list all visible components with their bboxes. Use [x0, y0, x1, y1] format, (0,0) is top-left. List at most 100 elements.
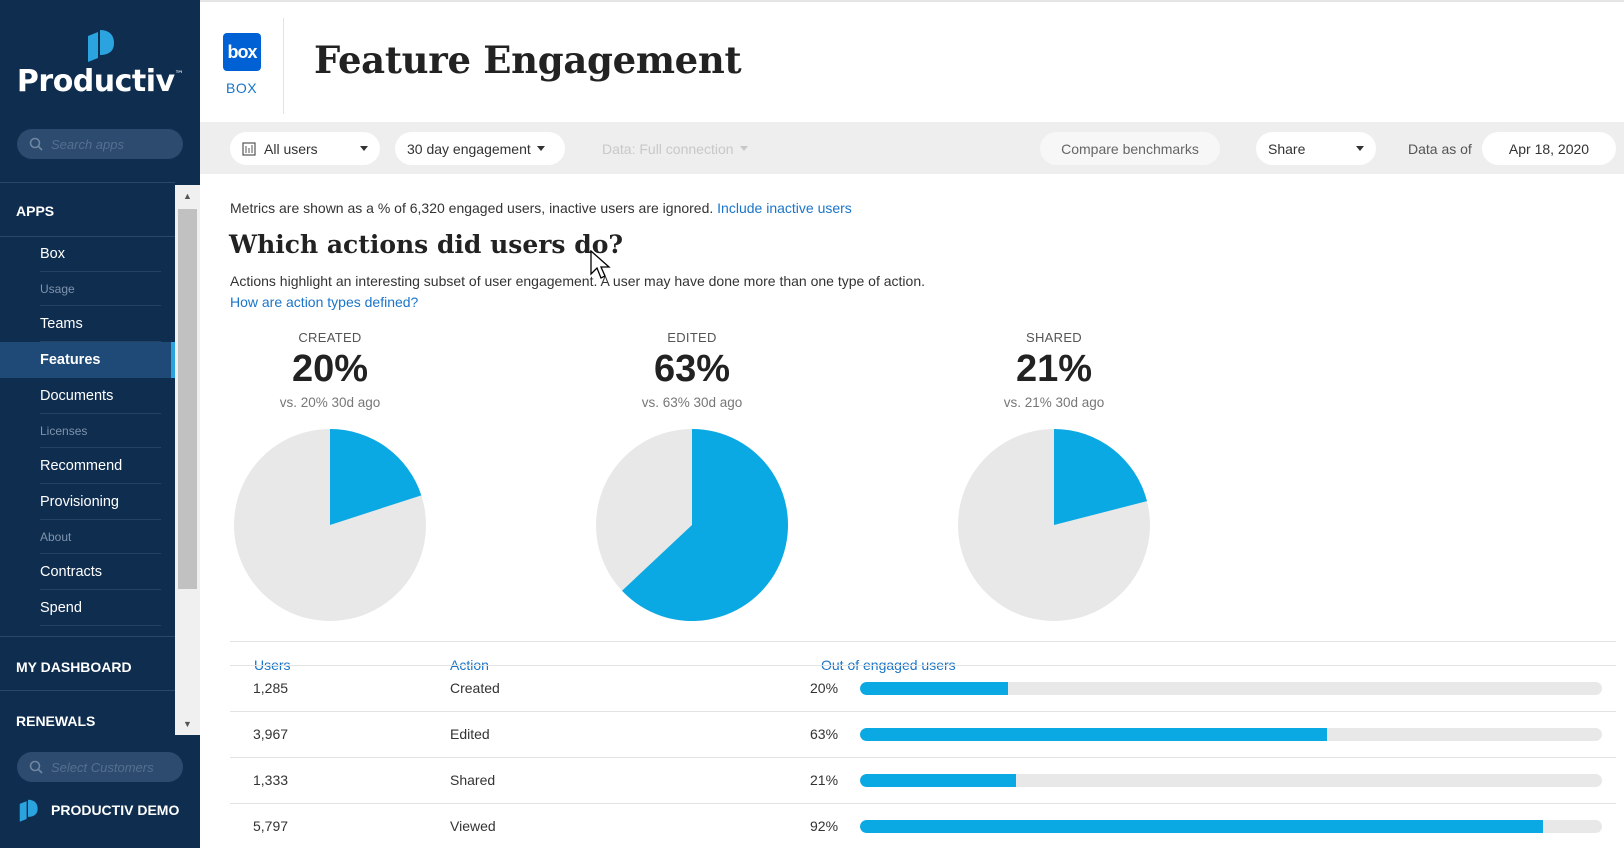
table-row: 1,333 Shared 21% — [230, 757, 1616, 803]
action-name: Created — [450, 680, 500, 696]
shared-stat: SHARED 21% vs. 21% 30d ago — [954, 330, 1154, 410]
sidebar-item-label: Spend — [40, 600, 82, 616]
nav-divider — [40, 483, 161, 484]
productiv-mark-icon — [19, 799, 38, 822]
sidebar-item-label: Licenses — [40, 424, 88, 438]
sidebar-item-label: About — [40, 530, 72, 544]
sidebar-item-features[interactable]: Features — [0, 342, 175, 378]
nav-divider — [40, 413, 161, 414]
scroll-up-arrow-icon[interactable]: ▲ — [183, 191, 192, 201]
edited-pie-chart — [596, 429, 788, 621]
stat-percent: 21% — [1015, 348, 1093, 390]
nav-divider — [40, 589, 161, 590]
engaged-progress-bar — [860, 728, 1602, 741]
users-count: 3,967 — [253, 726, 289, 742]
pie-slice — [1054, 429, 1147, 525]
box-app-icon: box — [223, 33, 261, 71]
stat-label: SHARED — [1026, 330, 1082, 345]
action-name: Shared — [450, 772, 496, 788]
app-search-input[interactable] — [51, 136, 171, 152]
users-grid-icon — [242, 141, 256, 156]
action-name: Viewed — [450, 818, 496, 834]
data-as-of-label: Data as of — [1408, 141, 1472, 157]
search-icon — [29, 137, 43, 151]
account-switcher[interactable]: PRODUCTIV DEMO — [17, 798, 179, 822]
nav-divider — [40, 553, 161, 554]
engaged-progress-fill — [860, 728, 1328, 741]
app-name: BOX — [226, 80, 258, 96]
stat-percent: 63% — [653, 348, 731, 390]
customer-select-input[interactable] — [51, 759, 171, 775]
sidebar-item-label: Recommend — [40, 458, 123, 474]
sidebar-item-label: Features — [40, 352, 101, 368]
engaged-percent: 21% — [810, 772, 839, 788]
engaged-percent: 63% — [810, 726, 839, 742]
users-count: 5,797 — [253, 818, 289, 834]
sidebar-item-teams[interactable]: Teams — [0, 306, 175, 342]
stat-label: CREATED — [298, 330, 362, 345]
engaged-progress-fill — [860, 682, 1009, 695]
users-filter-dropdown[interactable]: All users — [230, 132, 380, 165]
sidebar-item-label: Usage — [40, 282, 75, 296]
data-date-value: Apr 18, 2020 — [1508, 140, 1590, 157]
engaged-progress-fill — [860, 774, 1016, 787]
shared-pie-chart — [958, 429, 1150, 621]
action-types-help-link[interactable]: How are action types defined? — [230, 294, 419, 310]
page-title: Feature Engagement — [314, 38, 742, 82]
renewals-link[interactable]: RENEWALS — [16, 713, 96, 729]
engagement-period-dropdown[interactable]: 30 day engagement — [395, 132, 565, 165]
sidebar-item-contracts[interactable]: Contracts — [0, 554, 175, 590]
engaged-progress-fill — [860, 820, 1543, 833]
sidebar-item-label: Teams — [40, 316, 83, 332]
scroll-down-arrow-icon[interactable]: ▼ — [183, 719, 192, 729]
sidebar-item-provisioning[interactable]: Provisioning — [0, 484, 175, 520]
sidebar-scrollbar[interactable]: ▲ ▼ — [175, 185, 200, 735]
sidebar-item-licenses: Licenses — [0, 414, 175, 448]
stat-label: EDITED — [667, 330, 717, 345]
productiv-logo[interactable]: Productiv™ — [0, 22, 200, 102]
engaged-progress-bar — [860, 774, 1602, 787]
compare-benchmarks-button[interactable]: Compare benchmarks — [1040, 132, 1220, 165]
nav-divider — [40, 447, 161, 448]
nav-divider — [40, 305, 161, 306]
scroll-thumb[interactable] — [178, 209, 197, 589]
mouse-cursor-icon — [590, 250, 611, 279]
data-connection-label: Data: Full connection — [602, 140, 734, 157]
sidebar-item-box[interactable]: Box — [0, 236, 175, 272]
chevron-down-icon — [739, 146, 748, 151]
sidebar-item-about: About — [0, 520, 175, 554]
data-date-picker[interactable]: Apr 18, 2020 — [1482, 132, 1616, 165]
sidebar-item-spend[interactable]: Spend — [0, 590, 175, 626]
search-icon — [29, 760, 43, 774]
stat-comparison: vs. 21% 30d ago — [1003, 395, 1105, 410]
table-row: 1,285 Created 20% — [230, 665, 1616, 711]
productiv-mark-icon — [88, 30, 114, 62]
stat-comparison: vs. 63% 30d ago — [641, 395, 743, 410]
table-row: 5,797 Viewed 92% — [230, 803, 1616, 848]
nav-divider — [40, 519, 161, 520]
app-search[interactable] — [17, 129, 183, 159]
include-inactive-link[interactable]: Include inactive users — [717, 200, 852, 216]
metrics-note: Metrics are shown as a % of 6,320 engage… — [230, 200, 852, 216]
sidebar-divider — [0, 636, 175, 637]
share-dropdown[interactable]: Share — [1256, 132, 1376, 165]
apps-nav-list: Box Usage Teams Features Documents Licenses Re… — [0, 236, 175, 626]
customer-select[interactable] — [17, 752, 183, 782]
pie-slice — [330, 429, 422, 525]
sidebar-item-label: Contracts — [40, 564, 103, 580]
compare-benchmarks-label: Compare benchmarks — [1061, 140, 1199, 157]
table-top-border — [230, 641, 1616, 642]
header-divider — [283, 18, 284, 114]
sidebar-item-recommend[interactable]: Recommend — [0, 448, 175, 484]
account-name: PRODUCTIV DEMO — [51, 802, 180, 818]
table-row: 3,967 Edited 63% — [230, 711, 1616, 757]
pie-slice — [622, 429, 788, 621]
chevron-down-icon — [1356, 146, 1364, 151]
sidebar: Productiv™ APPS Box Usage Teams Features Doc… — [0, 0, 200, 848]
apps-section-header[interactable]: APPS — [16, 203, 55, 219]
section-title: Which actions did users do? — [229, 230, 624, 259]
engaged-percent: 20% — [810, 680, 839, 696]
my-dashboard-link[interactable]: MY DASHBOARD — [16, 659, 132, 675]
sidebar-item-documents[interactable]: Documents — [0, 378, 175, 414]
chevron-down-icon — [360, 146, 368, 151]
